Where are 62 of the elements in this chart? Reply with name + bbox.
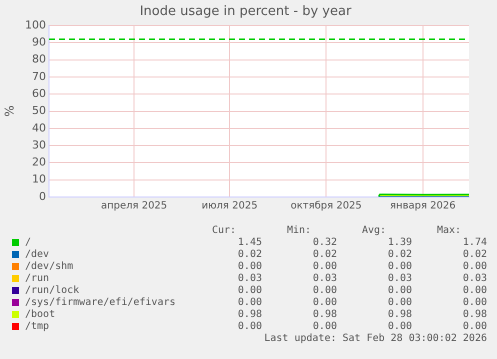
y-axis-title: %	[2, 105, 17, 117]
chart-title: Inode usage in percent - by year	[140, 4, 352, 20]
legend-label: /sys/firmware/efi/efivars	[25, 297, 176, 308]
y-tick-label: 10	[32, 172, 46, 186]
legend-label: /tmp	[25, 321, 50, 332]
text: 1.45	[236, 237, 262, 249]
legend-label: /dev/shm	[25, 261, 74, 272]
text: 1.74	[462, 237, 487, 249]
y-tick-label: 90	[32, 36, 46, 49]
text: Max:	[437, 225, 462, 237]
text: 0.98	[236, 309, 262, 321]
text: 0.03	[236, 273, 262, 285]
text: 0.03	[462, 273, 487, 285]
legend-label: /dev	[25, 249, 50, 260]
text: Cur:	[212, 225, 238, 237]
text: 0.00	[462, 285, 487, 297]
text: 0.00	[312, 261, 337, 273]
text: 1.39	[386, 237, 412, 249]
text: 0.02	[236, 249, 262, 261]
y-tick-label: 60	[32, 87, 46, 100]
text: 0.00	[236, 297, 262, 309]
y-tick-label: 80	[32, 52, 46, 66]
text: 0.02	[312, 249, 337, 261]
text: 0.00	[236, 261, 262, 273]
y-tick-label: 100	[24, 18, 46, 32]
y-tick-label: 40	[32, 121, 46, 134]
text: 0.02	[386, 249, 412, 261]
x-tick-label: апреля 2025	[100, 200, 168, 212]
y-tick-label: 70	[32, 70, 46, 83]
text: 0.98	[312, 309, 337, 321]
text: 0.00	[462, 321, 487, 333]
legend-label: /boot	[25, 309, 56, 320]
legend-label: /run/lock	[25, 285, 80, 296]
text: 0.00	[236, 321, 262, 333]
text: 0.98	[462, 309, 487, 321]
y-tick-label: 20	[32, 156, 46, 169]
text: 0.02	[462, 249, 487, 261]
text: 0.00	[312, 297, 337, 309]
text: 0.00	[236, 285, 262, 297]
text: 0.32	[312, 237, 337, 249]
legend-label: /run	[25, 273, 50, 284]
text: 0.03	[312, 273, 337, 285]
y-tick-label: 50	[32, 104, 46, 118]
text: 0.00	[386, 285, 412, 297]
text: Min:	[287, 225, 312, 237]
legend-label: /	[25, 237, 32, 248]
text: 0.00	[312, 321, 337, 333]
text: 0.00	[462, 297, 487, 309]
x-tick-label: октября 2025	[290, 200, 362, 212]
text: Last update: Sat Feb 28 03:00:02 2026	[263, 333, 487, 345]
text: Avg:	[362, 225, 388, 237]
text: 0.00	[462, 261, 487, 273]
x-tick-label: января 2026	[390, 200, 456, 212]
y-tick-label: 0	[38, 190, 46, 203]
text: 0.00	[386, 297, 412, 309]
text: 0.00	[312, 285, 337, 297]
text: 0.00	[386, 261, 412, 273]
text: 0.00	[386, 321, 412, 333]
text: 0.98	[386, 309, 412, 321]
text: 0.03	[386, 273, 412, 285]
y-tick-label: 30	[32, 138, 46, 152]
x-tick-label: июля 2025	[202, 200, 258, 212]
